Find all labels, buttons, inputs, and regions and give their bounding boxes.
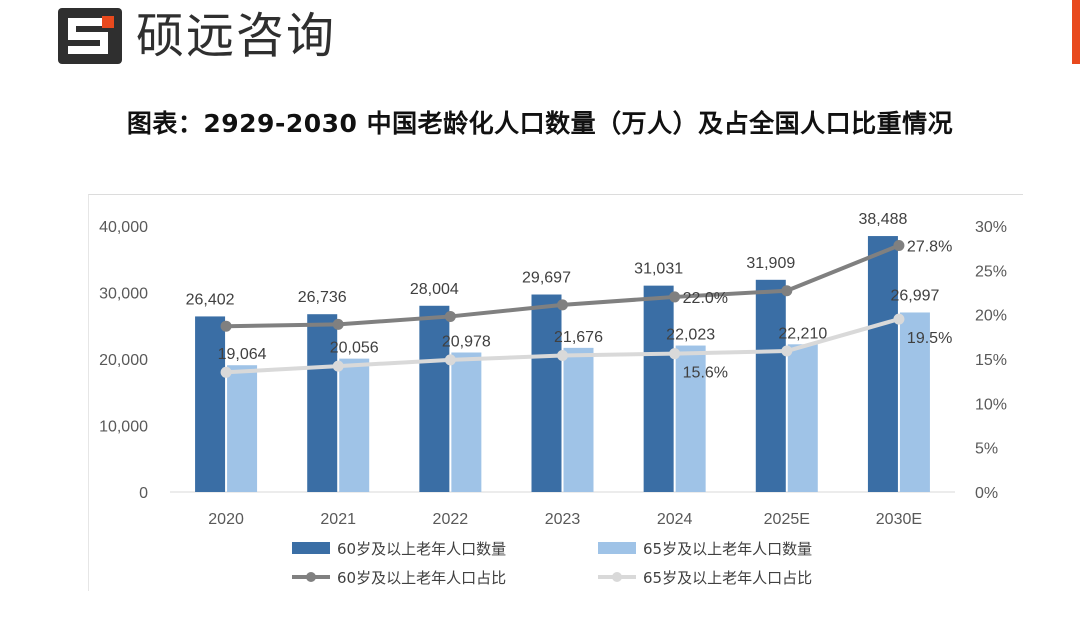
x-tick-label: 2025E — [764, 511, 810, 528]
legend-label: 65岁及以上老年人口占比 — [643, 569, 812, 587]
bar-65plus — [563, 347, 594, 492]
point-65plus-share — [669, 348, 681, 360]
point-60plus-share — [557, 299, 568, 311]
bar-65plus — [227, 365, 258, 492]
point-60plus-share — [444, 310, 456, 322]
bar-65plus-value-label: 20,978 — [442, 333, 491, 350]
bar-60plus-value-label: 31,031 — [634, 261, 683, 278]
bar-60plus — [531, 294, 562, 492]
x-tick-label: 2020 — [208, 511, 244, 528]
legend-label: 65岁及以上老年人口数量 — [643, 540, 812, 558]
y-left-tick-label: 20,000 — [99, 352, 148, 369]
point-60plus-share — [669, 291, 681, 303]
bar-60plus-value-label: 28,004 — [410, 281, 459, 298]
bar-60plus-value-label: 26,736 — [298, 289, 347, 306]
point-65plus-share — [444, 354, 456, 366]
y-left-tick-label: 30,000 — [99, 286, 148, 303]
bar-65plus-value-label: 26,997 — [890, 287, 939, 304]
y-right-tick-label: 5% — [975, 441, 998, 458]
brand-logo-icon — [58, 8, 122, 64]
y-right-tick-label: 15% — [975, 352, 1007, 369]
legend-label: 60岁及以上老年人口占比 — [337, 569, 506, 587]
bar-65plus — [451, 352, 482, 492]
legend-swatch — [292, 542, 330, 554]
bar-60plus — [643, 285, 674, 492]
bar-60plus — [867, 236, 898, 492]
y-right-tick-label: 25% — [975, 263, 1007, 280]
bar-60plus-value-label: 26,402 — [186, 291, 235, 308]
point-60plus-share — [220, 320, 232, 332]
bar-60plus — [419, 305, 450, 492]
x-tick-label: 2024 — [657, 511, 693, 528]
y-right-tick-label: 0% — [975, 485, 998, 502]
bar-65plus-value-label: 22,023 — [666, 327, 715, 344]
legend-marker — [306, 572, 316, 582]
line-60plus-value-label: 22.0% — [683, 290, 728, 307]
point-60plus-share — [781, 285, 793, 297]
bar-65plus — [675, 345, 706, 492]
x-tick-label: 2023 — [545, 511, 581, 528]
bar-60plus-value-label: 29,697 — [522, 270, 571, 287]
point-65plus-share — [220, 366, 232, 378]
y-left-tick-label: 40,000 — [99, 219, 148, 236]
x-tick-label: 2030E — [876, 511, 922, 528]
point-60plus-share — [332, 318, 344, 330]
line-65plus-value-label: 19.5% — [907, 330, 952, 347]
y-left-tick-label: 0 — [139, 485, 148, 502]
y-right-tick-label: 30% — [975, 219, 1007, 236]
legend-label: 60岁及以上老年人口数量 — [337, 540, 506, 558]
point-65plus-share — [332, 360, 344, 372]
y-left-tick-label: 10,000 — [99, 419, 148, 436]
bar-60plus — [195, 316, 226, 492]
bar-65plus — [339, 358, 370, 492]
point-60plus-share — [893, 240, 905, 252]
x-tick-label: 2021 — [320, 511, 356, 528]
bar-65plus — [787, 344, 818, 492]
bar-65plus-value-label: 20,056 — [330, 340, 379, 357]
y-right-tick-label: 10% — [975, 396, 1007, 413]
brand-name: 硕远咨询 — [136, 8, 337, 64]
legend-swatch — [598, 542, 636, 554]
chart-title: 图表：2929-2030 中国老龄化人口数量（万人）及占全国人口比重情况 — [126, 109, 954, 138]
x-tick-label: 2022 — [433, 511, 469, 528]
line-65plus-value-label: 15.6% — [683, 365, 728, 382]
legend-marker — [612, 572, 622, 582]
bar-65plus-value-label: 22,210 — [778, 325, 827, 342]
bar-65plus — [899, 312, 930, 492]
bar-65plus-value-label: 21,676 — [554, 329, 603, 346]
y-right-tick-label: 20% — [975, 308, 1007, 325]
accent-bar — [1072, 0, 1080, 64]
bar-60plus-value-label: 31,909 — [746, 255, 795, 272]
point-65plus-share — [893, 313, 905, 325]
chart-frame — [88, 194, 1023, 591]
bar-60plus — [755, 279, 786, 492]
bar-65plus-value-label: 19,064 — [218, 346, 267, 363]
bar-60plus-value-label: 38,488 — [858, 211, 907, 228]
brand-header: 硕远咨询 — [58, 6, 336, 66]
bar-60plus — [307, 314, 338, 492]
line-60plus-value-label: 27.8% — [907, 239, 952, 256]
point-65plus-share — [557, 349, 568, 361]
point-65plus-share — [781, 345, 793, 357]
